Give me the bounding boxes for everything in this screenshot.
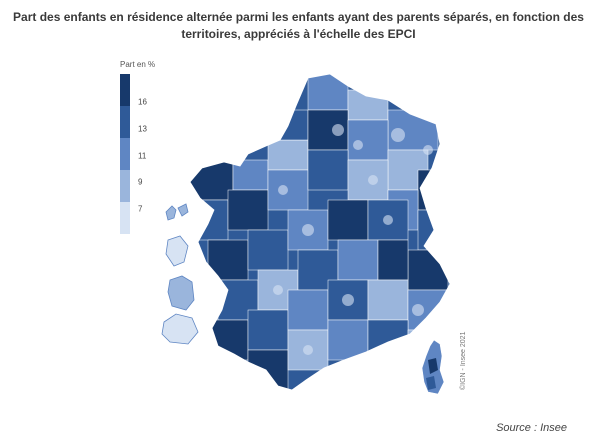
france-map (189, 73, 451, 391)
legend-swatch-4 (120, 170, 130, 202)
legend-tick-13: 13 (138, 124, 147, 134)
martinique-shape (165, 235, 189, 267)
legend: Part en % 16 13 11 9 7 (118, 60, 178, 240)
legend-swatch-2 (120, 106, 130, 138)
epci-tiles (190, 74, 449, 390)
epci-detail (273, 124, 433, 355)
legend-title: Part en % (120, 60, 156, 69)
map-credit: ©IGN - Insee 2021 (460, 331, 467, 390)
map-title: Part des enfants en résidence alternée p… (13, 10, 584, 41)
overseas-territories (161, 203, 199, 345)
legend-tick-11: 11 (138, 151, 147, 161)
legend-color-bar: 16 13 11 9 7 (120, 74, 147, 234)
corse-map (421, 339, 445, 395)
legend-swatch-3 (120, 138, 130, 170)
legend-tick-9: 9 (138, 177, 143, 187)
legend-swatch-5 (120, 202, 130, 234)
legend-tick-7: 7 (138, 204, 143, 214)
guadeloupe-shape (165, 203, 189, 221)
source-note: Source : Insee (496, 422, 567, 434)
legend-swatch-1 (120, 74, 130, 106)
guyane-shape (167, 275, 195, 311)
legend-tick-16: 16 (138, 97, 147, 107)
reunion-shape (161, 313, 199, 345)
france-outline (189, 73, 451, 391)
